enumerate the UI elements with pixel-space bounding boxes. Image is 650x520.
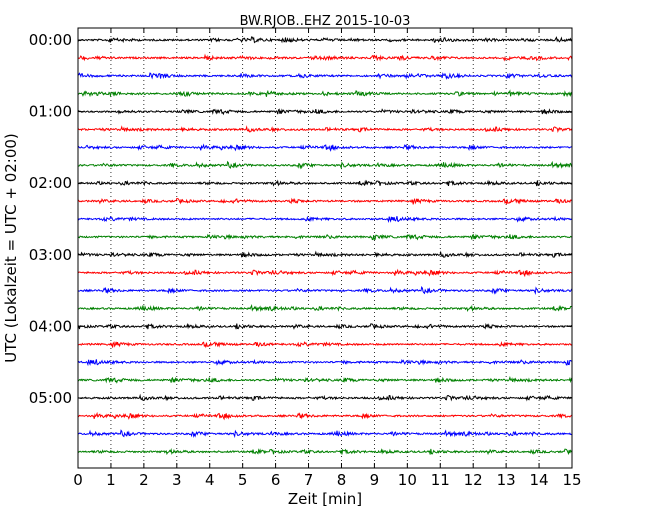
trace-line [77, 36, 573, 44]
trace-line [77, 411, 573, 421]
y-tick-label: 00:00 [29, 31, 72, 49]
traces [77, 36, 573, 456]
trace-line [77, 53, 573, 62]
x-tick-label: 1 [106, 471, 116, 489]
x-tick-label: 6 [271, 471, 281, 489]
trace-line [77, 322, 573, 330]
trace-line [77, 215, 573, 224]
trace-line [77, 125, 573, 133]
x-tick-label: 13 [497, 471, 516, 489]
trace-line [77, 108, 573, 116]
y-axis-ticks: 00:00 01:00 02:00 03:00 04:00 05:00 [29, 31, 572, 407]
x-tick-label: 14 [530, 471, 549, 489]
x-tick-label: 7 [304, 471, 314, 489]
x-tick-label: 4 [205, 471, 215, 489]
plot-frame [77, 27, 573, 469]
x-tick-label: 12 [464, 471, 483, 489]
trace-line [77, 72, 573, 80]
x-tick-label: 8 [337, 471, 347, 489]
trace-line [77, 197, 573, 206]
y-axis-label: UTC (Lokalzeit = UTC + 02:00) [2, 133, 20, 363]
x-tick-label: 11 [431, 471, 450, 489]
trace-line [77, 393, 573, 402]
y-tick-label: 03:00 [29, 246, 72, 264]
trace-line [77, 341, 573, 349]
chart-title: BW.RJOB..EHZ 2015-10-03 [240, 14, 411, 29]
trace-line [77, 375, 573, 384]
x-tick-label: 15 [562, 471, 581, 489]
trace-line [77, 268, 573, 278]
x-axis-ticks: 0 1 2 3 4 5 6 7 8 9 10 11 12 13 14 15 [73, 28, 582, 489]
trace-line [77, 250, 573, 259]
x-tick-label: 0 [73, 471, 83, 489]
x-axis-label: Zeit [min] [288, 490, 362, 508]
trace-line [77, 143, 573, 152]
y-tick-label: 02:00 [29, 174, 72, 192]
x-tick-label: 3 [172, 471, 182, 489]
trace-line [77, 429, 573, 439]
y-tick-label: 04:00 [29, 317, 72, 335]
x-tick-label: 10 [398, 471, 417, 489]
trace-line [77, 286, 573, 295]
y-tick-label: 05:00 [29, 389, 72, 407]
trace-line [77, 160, 573, 170]
y-tick-label: 01:00 [29, 103, 72, 121]
x-tick-label: 5 [238, 471, 248, 489]
trace-line [77, 179, 573, 187]
trace-line [77, 358, 573, 367]
trace-line [77, 89, 573, 98]
trace-line [77, 233, 573, 241]
trace-line [77, 304, 573, 313]
x-tick-label: 9 [370, 471, 380, 489]
grid [110, 28, 540, 468]
trace-line [77, 447, 573, 456]
x-tick-label: 2 [139, 471, 149, 489]
